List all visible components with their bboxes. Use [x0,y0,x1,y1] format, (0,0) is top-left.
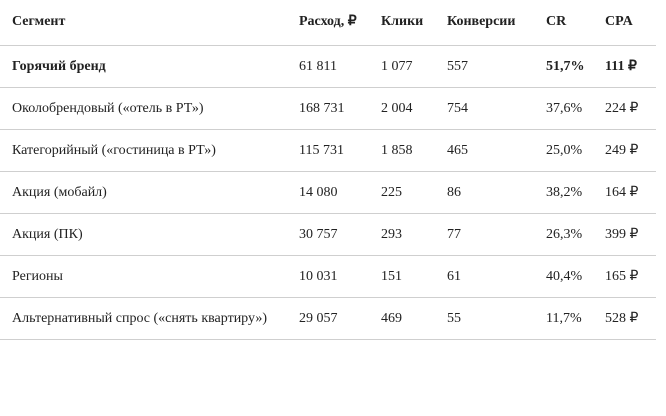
table-cell: 528 ₽ [605,297,656,340]
table-cell: 1 077 [381,45,447,88]
table-cell: 61 811 [299,45,381,88]
table-cell: 86 [447,171,546,214]
table-cell: Горячий бренд [0,45,299,88]
table-cell: 754 [447,87,546,130]
table-cell: 10 031 [299,255,381,298]
table-cell: 293 [381,213,447,256]
table-cell: Категорийный («гостиница в РТ») [0,129,299,172]
table-row: Горячий бренд 61 811 1 077 557 51,7% 111 ₽ [0,45,656,88]
table-cell: 25,0% [546,129,605,172]
table-row: Околобрендовый («отель в РТ») 168 731 2 00… [0,87,656,130]
table-body: Горячий бренд 61 811 1 077 557 51,7% 111 ₽ Око… [0,45,656,340]
table-cell: 469 [381,297,447,340]
header-cell: CR [546,0,605,46]
table-cell: Околобрендовый («отель в РТ») [0,87,299,130]
table-cell: 168 731 [299,87,381,130]
table-row: Категорийный («гостиница в РТ») 115 731 1 … [0,129,656,172]
table-row: Акция (мобайл) 14 080 225 86 38,2% 164 ₽ [0,171,656,214]
header-cell: Клики [381,0,447,46]
segment-table: Сегмент Расход, ₽ Клики Конверсии CR CPA Горя… [0,0,656,340]
table-cell: 26,3% [546,213,605,256]
table-cell: 557 [447,45,546,88]
table-cell: Акция (мобайл) [0,171,299,214]
table-cell: 165 ₽ [605,255,656,298]
header-cell: Расход, ₽ [299,0,381,46]
table-cell: 115 731 [299,129,381,172]
header-cell: Сегмент [0,0,299,46]
table-cell: 224 ₽ [605,87,656,130]
table-cell: 399 ₽ [605,213,656,256]
table-cell: Регионы [0,255,299,298]
table-cell: 2 004 [381,87,447,130]
table-cell: 61 [447,255,546,298]
table-cell: 38,2% [546,171,605,214]
table-row: Альтернативный спрос («снять квартиру») 2… [0,297,656,340]
table-cell: 30 757 [299,213,381,256]
table-cell: 77 [447,213,546,256]
table-cell: 164 ₽ [605,171,656,214]
table-cell: 29 057 [299,297,381,340]
header-row: Сегмент Расход, ₽ Клики Конверсии CR CPA [0,0,656,46]
header-cell: Конверсии [447,0,546,46]
table-cell: 55 [447,297,546,340]
table-cell: 151 [381,255,447,298]
table-cell: Акция (ПК) [0,213,299,256]
table-cell: 11,7% [546,297,605,340]
table-cell: 465 [447,129,546,172]
table-cell: 1 858 [381,129,447,172]
table-cell: 51,7% [546,45,605,88]
table-row: Акция (ПК) 30 757 293 77 26,3% 399 ₽ [0,213,656,256]
table-cell: 37,6% [546,87,605,130]
table-cell: 249 ₽ [605,129,656,172]
table-cell: 14 080 [299,171,381,214]
table-cell: Альтернативный спрос («снять квартиру») [0,297,299,340]
table-row: Регионы 10 031 151 61 40,4% 165 ₽ [0,255,656,298]
table-cell: 225 [381,171,447,214]
table-cell: 40,4% [546,255,605,298]
table-cell: 111 ₽ [605,45,656,88]
header-cell: CPA [605,0,656,46]
